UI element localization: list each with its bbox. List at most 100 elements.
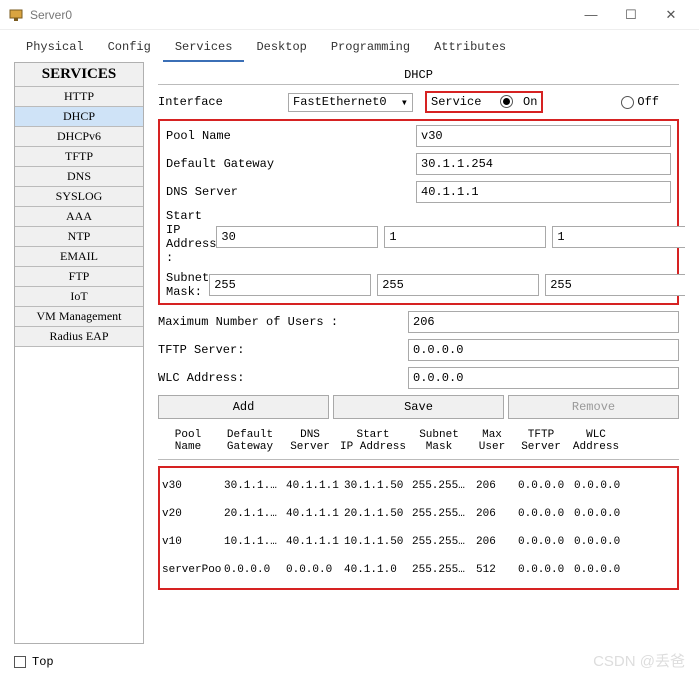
start-ip-0[interactable] <box>216 226 378 248</box>
table-cell: 0.0.0.0 <box>518 480 572 492</box>
table-cell: 206 <box>476 536 516 548</box>
table-cell: 20.1.1.… <box>224 508 284 520</box>
table-row[interactable]: v1010.1.1.…40.1.1.110.1.1.50255.255…2060… <box>162 528 675 556</box>
subnet-0[interactable] <box>209 274 371 296</box>
sidebar-item-syslog[interactable]: SYSLOG <box>15 187 143 207</box>
tab-physical[interactable]: Physical <box>14 36 96 62</box>
table-cell: v30 <box>162 480 222 492</box>
column-header: PoolName <box>158 427 218 459</box>
table-cell: serverPool <box>162 564 222 576</box>
services-sidebar: SERVICES HTTPDHCPDHCPv6TFTPDNSSYSLOGAAAN… <box>14 62 144 644</box>
maximize-button[interactable]: ☐ <box>611 1 651 29</box>
subnet-1[interactable] <box>377 274 539 296</box>
sidebar-item-dhcp[interactable]: DHCP <box>15 107 143 127</box>
remove-button[interactable]: Remove <box>508 395 679 419</box>
table-cell: 0.0.0.0 <box>224 564 284 576</box>
tab-programming[interactable]: Programming <box>319 36 422 62</box>
service-on-radio[interactable] <box>500 95 513 108</box>
column-header: MaxUser <box>472 427 512 459</box>
pool-name-input[interactable] <box>416 125 671 147</box>
start-ip-2[interactable] <box>552 226 685 248</box>
sidebar-heading: SERVICES <box>15 63 143 87</box>
close-button[interactable]: ✕ <box>651 1 691 29</box>
gateway-label: Default Gateway <box>166 157 416 171</box>
sidebar-item-http[interactable]: HTTP <box>15 87 143 107</box>
sidebar-item-dns[interactable]: DNS <box>15 167 143 187</box>
table-cell: v20 <box>162 508 222 520</box>
table-cell: 40.1.1.1 <box>286 508 342 520</box>
on-label: On <box>523 95 537 109</box>
panel-title: DHCP <box>158 66 679 85</box>
table-cell: 0.0.0.0 <box>518 564 572 576</box>
dhcp-panel: DHCP Interface FastEthernet0 ▾ Service O… <box>144 62 685 644</box>
table-cell: 10.1.1.50 <box>344 536 410 548</box>
sidebar-item-email[interactable]: EMAIL <box>15 247 143 267</box>
table-cell: 0.0.0.0 <box>574 564 626 576</box>
table-cell: 512 <box>476 564 516 576</box>
table-cell: 0.0.0.0 <box>574 536 626 548</box>
top-label: Top <box>32 655 54 669</box>
watermark: CSDN @丢爸 <box>593 650 685 671</box>
table-row[interactable]: serverPool0.0.0.00.0.0.040.1.1.0255.255…… <box>162 556 675 584</box>
top-checkbox[interactable] <box>14 656 26 668</box>
tab-services[interactable]: Services <box>163 36 245 62</box>
sidebar-item-vm-management[interactable]: VM Management <box>15 307 143 327</box>
interface-label: Interface <box>158 95 288 109</box>
table-row[interactable]: v3030.1.1.…40.1.1.130.1.1.50255.255…2060… <box>162 472 675 500</box>
table-cell: 0.0.0.0 <box>518 536 572 548</box>
minimize-button[interactable]: — <box>571 1 611 29</box>
table-cell: 40.1.1.0 <box>344 564 410 576</box>
table-cell: 0.0.0.0 <box>286 564 342 576</box>
dns-label: DNS Server <box>166 185 416 199</box>
service-highlight: Service On <box>425 91 543 113</box>
tftp-label: TFTP Server: <box>158 343 408 357</box>
gateway-input[interactable] <box>416 153 671 175</box>
column-header: StartIP Address <box>340 427 406 459</box>
window-title: Server0 <box>30 8 571 22</box>
save-button[interactable]: Save <box>333 395 504 419</box>
table-cell: 30.1.1.… <box>224 480 284 492</box>
wlc-label: WLC Address: <box>158 371 408 385</box>
sidebar-item-tftp[interactable]: TFTP <box>15 147 143 167</box>
app-icon <box>8 7 24 23</box>
sidebar-item-iot[interactable]: IoT <box>15 287 143 307</box>
interface-select[interactable]: FastEthernet0 ▾ <box>288 93 413 112</box>
tab-bar: PhysicalConfigServicesDesktopProgramming… <box>0 36 699 62</box>
column-header: TFTPServer <box>514 427 568 459</box>
off-label: Off <box>637 95 659 109</box>
tftp-input[interactable] <box>408 339 679 361</box>
max-users-input[interactable] <box>408 311 679 333</box>
pool-name-label: Pool Name <box>166 129 416 143</box>
service-off-radio[interactable] <box>621 96 634 109</box>
subnet-label: Subnet Mask: <box>166 271 209 299</box>
sidebar-item-ntp[interactable]: NTP <box>15 227 143 247</box>
footer: Top <box>14 655 54 669</box>
table-cell: 206 <box>476 508 516 520</box>
subnet-2[interactable] <box>545 274 685 296</box>
dns-input[interactable] <box>416 181 671 203</box>
table-cell: 255.255… <box>412 508 474 520</box>
sidebar-item-radius-eap[interactable]: Radius EAP <box>15 327 143 347</box>
table-cell: 255.255… <box>412 564 474 576</box>
table-cell: 0.0.0.0 <box>574 508 626 520</box>
add-button[interactable]: Add <box>158 395 329 419</box>
chevron-down-icon: ▾ <box>401 95 408 110</box>
tab-attributes[interactable]: Attributes <box>422 36 518 62</box>
tab-config[interactable]: Config <box>96 36 163 62</box>
wlc-input[interactable] <box>408 367 679 389</box>
table-cell: 255.255… <box>412 536 474 548</box>
sidebar-item-dhcpv6[interactable]: DHCPv6 <box>15 127 143 147</box>
pool-table: PoolNameDefaultGatewayDNSServerStartIP A… <box>158 427 679 590</box>
column-header: WLCAddress <box>570 427 622 459</box>
sidebar-item-aaa[interactable]: AAA <box>15 207 143 227</box>
table-row[interactable]: v2020.1.1.…40.1.1.120.1.1.50255.255…2060… <box>162 500 675 528</box>
tab-desktop[interactable]: Desktop <box>244 36 318 62</box>
table-cell: 0.0.0.0 <box>518 508 572 520</box>
table-cell: 206 <box>476 480 516 492</box>
table-cell: 30.1.1.50 <box>344 480 410 492</box>
start-ip-1[interactable] <box>384 226 546 248</box>
sidebar-item-ftp[interactable]: FTP <box>15 267 143 287</box>
interface-value: FastEthernet0 <box>293 95 387 109</box>
titlebar: Server0 — ☐ ✕ <box>0 0 699 30</box>
column-header: DefaultGateway <box>220 427 280 459</box>
